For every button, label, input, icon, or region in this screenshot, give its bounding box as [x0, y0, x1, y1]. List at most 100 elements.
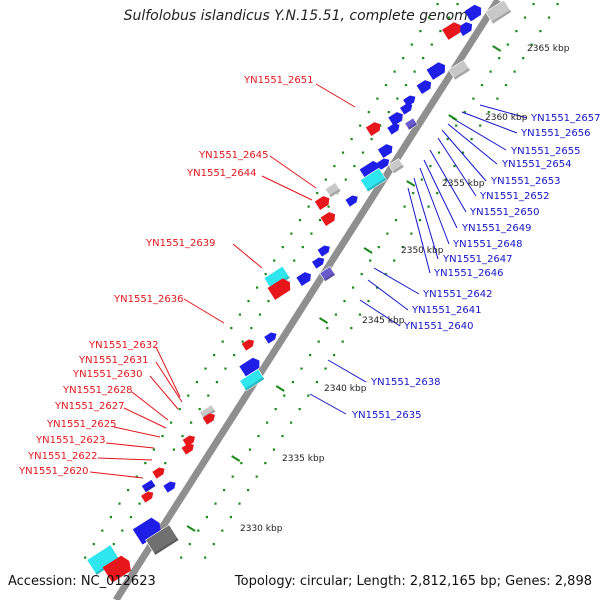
gene-block: [140, 478, 157, 494]
coverage-dot: [307, 394, 310, 397]
coverage-dot: [402, 57, 405, 60]
gene-forward: [426, 62, 445, 80]
coverage-dot: [221, 340, 224, 343]
coverage-dot: [181, 435, 184, 438]
gene-forward-body: [399, 103, 413, 115]
label-leaders: [89, 83, 528, 479]
label-leader: [429, 149, 467, 213]
coverage-dot: [410, 232, 413, 235]
label-leader: [373, 267, 420, 295]
coverage-dot: [480, 84, 484, 87]
coverage-dot: [274, 408, 277, 411]
label-leader: [105, 442, 155, 449]
gene-reverse-body: [140, 491, 154, 503]
coverage-dot: [223, 489, 226, 492]
coverage-dot: [539, 30, 542, 33]
coverage-dot: [195, 381, 198, 384]
gene-forward: [359, 160, 381, 182]
gene-forward-body: [403, 95, 416, 107]
gene-label-right: YN1551_2649: [461, 223, 532, 234]
gene-reverse: [241, 339, 255, 351]
coverage-dot: [436, 3, 439, 6]
gene-forward-body: [359, 160, 381, 182]
gene-label-right: YN1551_2652: [479, 191, 550, 202]
coverage-dot: [386, 232, 389, 235]
coverage-dot: [341, 340, 344, 343]
scale-ticks: 2365 kbp 2360 kbp 2355 kbp 2350 kbp 2345 kbp…: [186, 44, 570, 534]
coverage-dot: [170, 421, 173, 424]
coverage-dot: [290, 232, 293, 235]
gene-block: [404, 117, 418, 131]
coverage-dot: [367, 111, 370, 114]
gene-forward-body: [387, 123, 400, 135]
coverage-dot: [470, 138, 473, 141]
gene-reverse: [202, 413, 215, 425]
gene-reverse-body: [102, 555, 131, 583]
coverage-dot: [215, 381, 218, 384]
gene-forward: [345, 195, 358, 207]
gene-reverse-body: [181, 443, 194, 455]
coverage-dot: [461, 151, 465, 154]
coverage-dot: [212, 543, 215, 546]
gene-block-body: [388, 158, 405, 174]
coverage-dot: [264, 273, 267, 276]
coverage-dot: [429, 165, 432, 168]
gene-label-right: YN1551_2641: [411, 305, 482, 316]
label-leader: [123, 407, 167, 429]
gene-label-right: YN1551_2654: [501, 159, 572, 170]
gene-forward-body: [426, 62, 445, 80]
coverage-dot: [138, 502, 141, 505]
coverage-dot: [256, 286, 259, 289]
gene-forward: [239, 357, 260, 377]
coverage-dot: [180, 556, 183, 559]
coverage-dot: [240, 462, 243, 465]
coverage-dot: [515, 30, 518, 33]
label-leader: [407, 187, 431, 274]
coverage-dot: [315, 381, 318, 384]
coverage-dot: [247, 489, 250, 492]
gene-block-body: [319, 266, 336, 282]
coverage-dot: [144, 462, 147, 465]
label-leader: [419, 167, 450, 245]
coverage-dot: [359, 124, 362, 127]
coverage-dot: [556, 3, 559, 6]
coverage-dot: [384, 273, 387, 276]
gene-label-right: YN1551_2646: [433, 268, 504, 279]
gene-block-shade: [323, 272, 336, 282]
coverage-dot: [403, 205, 406, 208]
gene-forward: [457, 22, 473, 36]
coverage-dot: [396, 97, 399, 100]
gene-block: [324, 182, 342, 198]
coverage-dot: [178, 408, 181, 411]
coverage-dot: [316, 192, 319, 195]
label-leader: [97, 457, 153, 461]
gene-forward: [464, 4, 482, 22]
label-leader: [451, 117, 507, 151]
label-leader: [441, 129, 487, 182]
gene-forward: [388, 112, 403, 126]
coverage-dot: [324, 178, 327, 181]
coverage-dot: [334, 313, 337, 316]
gene-label-left: YN1551_2625: [46, 419, 117, 430]
coverage-dot: [204, 367, 207, 370]
scale-tick: [448, 114, 458, 121]
coverage-dot: [290, 421, 293, 424]
coverage-dot: [489, 70, 492, 73]
scale-tick-label: 2335 kbp: [282, 454, 325, 464]
label-leader: [367, 279, 409, 311]
coverage-dot: [281, 435, 284, 438]
coverage-dot: [238, 502, 241, 505]
label-leader: [155, 346, 181, 398]
gene-reverse: [320, 212, 336, 226]
coverage-dot: [394, 219, 398, 222]
gene-block-shade: [392, 164, 405, 174]
coverage-dot: [420, 178, 423, 181]
gene-reverse-body: [365, 122, 381, 136]
coverage-dot: [404, 84, 408, 87]
scale-tick: [275, 385, 285, 392]
gene-reverse-body: [314, 196, 330, 210]
gene-reverse: [365, 122, 381, 136]
gene-label-right: YN1551_2647: [442, 254, 513, 265]
coverage-dot: [300, 367, 303, 370]
coverage-dot: [152, 448, 155, 451]
